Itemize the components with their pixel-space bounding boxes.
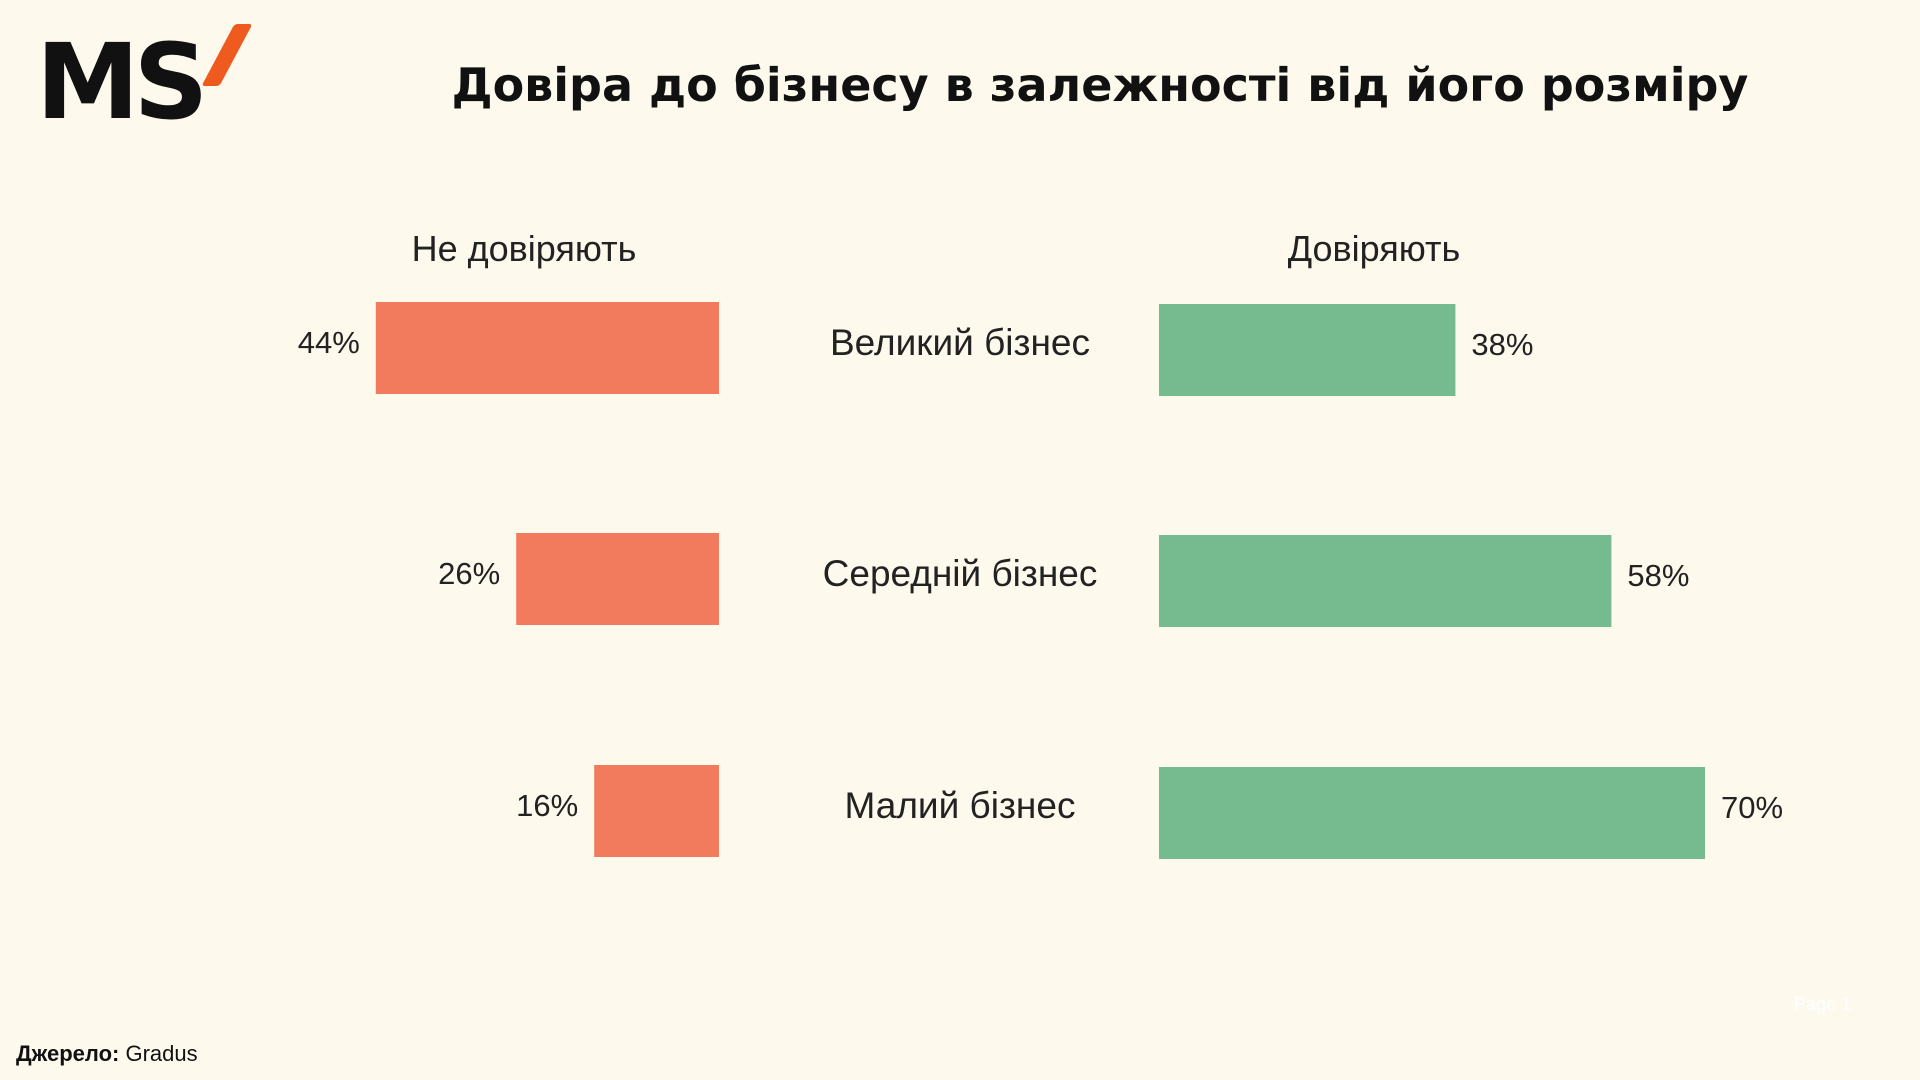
bar-distrust	[375, 302, 719, 394]
bar-trust	[1159, 535, 1612, 627]
label-distrust: 26%	[438, 556, 500, 591]
label-trust: 70%	[1721, 790, 1783, 825]
label-trust: 38%	[1471, 327, 1533, 362]
label-distrust: 44%	[298, 325, 360, 360]
source-value: Gradus	[125, 1041, 198, 1066]
bar-trust	[1159, 767, 1705, 859]
header-distrust: Не довіряють	[411, 228, 637, 269]
bar-distrust	[594, 765, 719, 857]
bar-distrust	[516, 533, 719, 625]
page-title: Довіра до бізнесу в залежності від його …	[451, 58, 1749, 112]
category-label: Середній бізнес	[823, 553, 1098, 594]
header-trust: Довіряють	[1287, 228, 1461, 269]
label-trust: 58%	[1627, 558, 1689, 593]
label-distrust: 16%	[516, 788, 578, 823]
page-number: Page 1	[1794, 994, 1852, 1014]
ms-logo: MS	[36, 21, 208, 143]
source-note: Джерело: Gradus	[16, 1041, 198, 1067]
bar-trust	[1159, 304, 1456, 396]
category-label: Малий бізнес	[845, 785, 1076, 826]
source-label: Джерело:	[16, 1041, 120, 1066]
category-label: Великий бізнес	[830, 322, 1090, 363]
